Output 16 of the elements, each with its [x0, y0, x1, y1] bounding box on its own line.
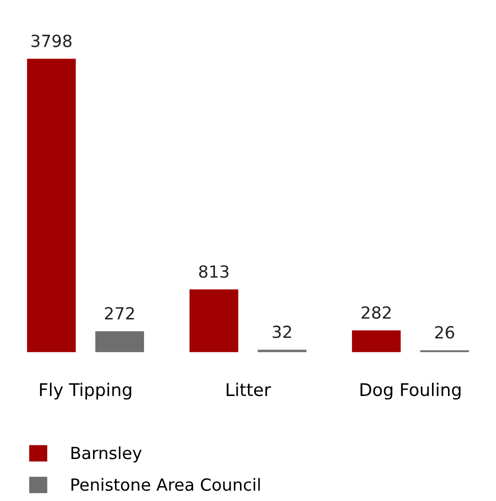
bar [190, 289, 238, 352]
data-label: 813 [199, 265, 228, 278]
x-tick-label: Dog Fouling [360, 382, 460, 400]
bar [27, 58, 76, 352]
x-tick-label: Litter [226, 382, 271, 396]
bar [352, 330, 401, 352]
x-tick-label: Fly Tipping [40, 382, 132, 400]
data-label: 26 [435, 326, 454, 339]
bar [95, 331, 144, 352]
bar [258, 350, 306, 352]
data-label: 272 [104, 307, 134, 320]
legend-label: Barnsley [72, 446, 142, 462]
data-label: 32 [272, 326, 292, 338]
data-label: 3798 [31, 34, 72, 48]
data-label: 282 [362, 306, 391, 319]
legend-label: Penistone Area Council [72, 478, 260, 491]
